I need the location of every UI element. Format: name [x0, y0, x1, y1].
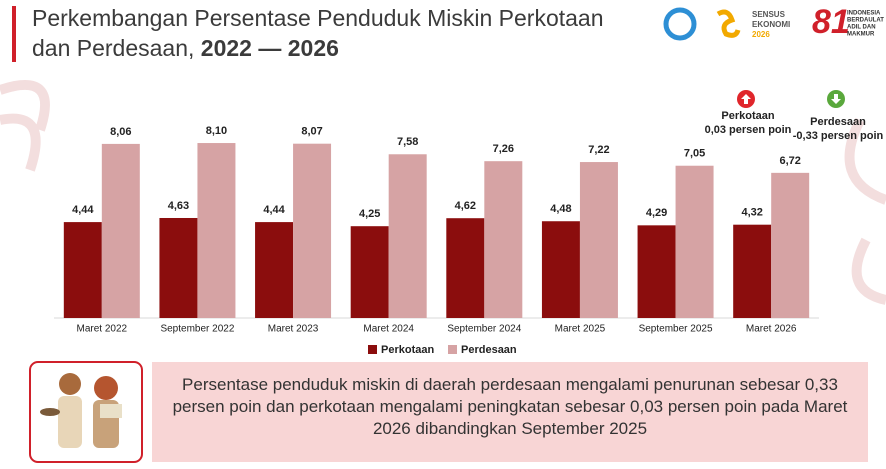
- value-label: 4,25: [359, 208, 380, 220]
- logo-text: BERDAULAT: [847, 18, 884, 24]
- logo: SENSUS EKONOMI 2026 81 INDONESIA BERDAUL…: [663, 3, 884, 41]
- bar: [771, 172, 810, 318]
- bar: [197, 143, 236, 318]
- logo-text: MAKMUR: [847, 32, 875, 38]
- x-tick-label: Maret 2022: [77, 324, 128, 335]
- value-label: 4,44: [263, 204, 285, 216]
- value-label: 8,10: [206, 125, 227, 137]
- bar: [579, 162, 618, 318]
- legend-label: Perdesaan: [461, 344, 517, 356]
- annotation-text: 0,03 persen poin: [705, 124, 792, 136]
- x-tick-label: September 2024: [447, 324, 521, 335]
- annotation-label: Perkotaan: [721, 110, 774, 122]
- logo-text: EKONOMI: [752, 20, 790, 29]
- summary-text: Persentase penduduk miskin di daerah per…: [172, 375, 848, 438]
- x-tick-label: Maret 2024: [363, 324, 414, 335]
- illustration: [40, 373, 122, 448]
- value-label: 7,05: [684, 148, 705, 160]
- bar: [733, 224, 772, 318]
- value-label: 4,62: [455, 200, 476, 212]
- value-label: 4,29: [646, 207, 667, 219]
- bar: [541, 221, 580, 318]
- x-tick-label: September 2022: [160, 324, 234, 335]
- bar: [484, 161, 523, 318]
- chart-title: dan Perdesaan,: [32, 35, 194, 61]
- value-label: 7,58: [397, 136, 418, 148]
- change-arrow: [831, 94, 841, 104]
- annotation-text: -0,33 persen poin: [793, 130, 884, 142]
- bar: [159, 217, 198, 318]
- value-label: 6,72: [779, 155, 800, 167]
- value-label: 4,44: [72, 204, 94, 216]
- legend-label: Perkotaan: [381, 344, 434, 356]
- value-label: 8,07: [301, 126, 322, 138]
- bar: [675, 165, 714, 318]
- logo-text: INDONESIA: [847, 11, 881, 17]
- annotation-label: Perdesaan: [810, 116, 866, 128]
- value-label: 7,26: [493, 143, 514, 155]
- legend-swatch: [448, 345, 457, 354]
- bar: [101, 143, 140, 318]
- x-tick-label: Maret 2025: [555, 324, 606, 335]
- logo-text: 81: [812, 3, 850, 41]
- legend-swatch: [368, 345, 377, 354]
- value-label: 4,63: [168, 200, 189, 212]
- bar: [63, 222, 102, 318]
- title-accent: [12, 6, 16, 62]
- bar: [388, 154, 427, 318]
- x-tick-label: Maret 2026: [746, 324, 797, 335]
- bar: [350, 226, 389, 318]
- logo-text: 2026: [752, 30, 770, 39]
- bar: [255, 222, 294, 318]
- chart-title: dan Perdesaan, 2022 — 2026: [32, 35, 339, 61]
- value-label: 4,32: [741, 207, 762, 219]
- bar: [293, 143, 332, 318]
- change-arrow: [741, 94, 751, 104]
- value-label: 4,48: [550, 203, 571, 215]
- chart-title: 2022 — 2026: [201, 35, 339, 61]
- x-tick-label: Maret 2023: [268, 324, 319, 335]
- value-label: 7,22: [588, 144, 609, 156]
- bar: [446, 218, 485, 318]
- summary-box: [152, 362, 868, 462]
- background-decoration: [0, 80, 886, 305]
- bar: [637, 225, 676, 318]
- value-label: 8,06: [110, 126, 131, 138]
- logo-text: SENSUS: [752, 10, 786, 19]
- chart-title: Perkembangan Persentase Penduduk Miskin …: [32, 5, 604, 31]
- x-tick-label: September 2025: [639, 324, 713, 335]
- logo-text: ADIL DAN: [847, 25, 876, 31]
